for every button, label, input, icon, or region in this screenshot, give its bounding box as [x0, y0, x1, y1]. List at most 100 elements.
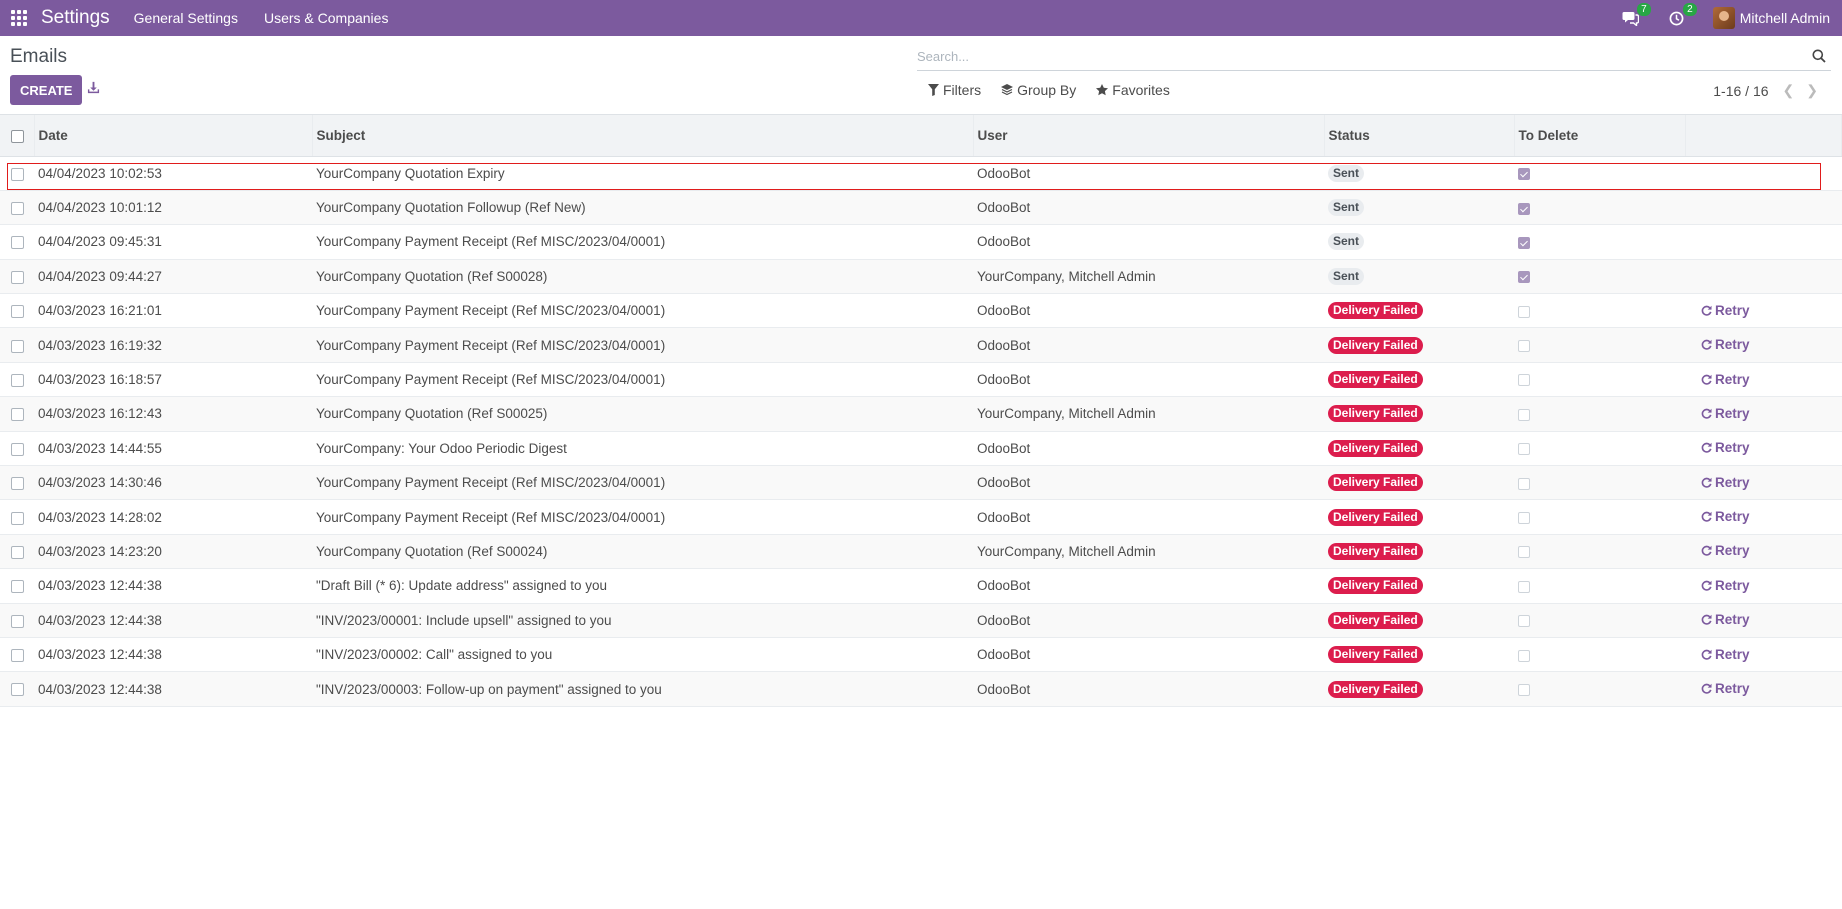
activities-clock-icon[interactable]: 2	[1667, 3, 1697, 28]
row-select-cell	[0, 362, 34, 396]
search-icon[interactable]	[1812, 49, 1827, 64]
column-status[interactable]: Status	[1324, 115, 1515, 157]
column-to-delete[interactable]: To Delete	[1514, 115, 1686, 157]
row-checkbox[interactable]	[11, 167, 24, 181]
messages-icon[interactable]: 7	[1621, 3, 1651, 28]
user-menu[interactable]: Mitchell Admin	[1712, 7, 1830, 29]
table-row[interactable]: 04/03/2023 16:21:01 YourCompany Payment R…	[0, 293, 1842, 328]
table-row[interactable]: 04/04/2023 09:45:31 YourCompany Payment R…	[0, 224, 1842, 260]
row-date: 04/03/2023 12:44:38	[38, 681, 162, 697]
row-select-cell	[0, 431, 34, 465]
row-checkbox[interactable]	[11, 545, 24, 559]
pager-next-icon[interactable]: ❯	[1806, 82, 1818, 98]
retry-icon	[1701, 408, 1712, 419]
row-checkbox[interactable]	[11, 373, 24, 387]
retry-icon	[1701, 374, 1712, 385]
row-checkbox[interactable]	[11, 649, 24, 663]
table-row[interactable]: 04/04/2023 10:02:53 YourCompany Quotation…	[0, 156, 1842, 191]
column-user[interactable]: User	[973, 115, 1325, 157]
retry-button[interactable]: Retry	[1701, 303, 1750, 318]
table-row[interactable]: 04/03/2023 12:44:38 "Draft Bill (* 6): Up…	[0, 568, 1842, 604]
table-row[interactable]: 04/03/2023 16:19:32 YourCompany Payment R…	[0, 327, 1842, 363]
table-row[interactable]: 04/03/2023 16:12:43 YourCompany Quotation…	[0, 396, 1842, 432]
retry-button[interactable]: Retry	[1701, 406, 1750, 421]
row-checkbox[interactable]	[11, 408, 24, 422]
search-input[interactable]	[917, 44, 1797, 68]
row-checkbox[interactable]	[11, 305, 24, 319]
retry-button[interactable]: Retry	[1701, 647, 1750, 662]
row-action-cell: Retry	[1685, 397, 1842, 431]
row-user: OdooBot	[977, 440, 1031, 456]
column-date[interactable]: Date	[34, 115, 313, 157]
row-checkbox[interactable]	[11, 511, 24, 525]
retry-icon	[1701, 443, 1712, 454]
status-badge: Delivery Failed	[1328, 611, 1423, 629]
table-row[interactable]: 04/03/2023 14:23:20 YourCompany Quotation…	[0, 534, 1842, 569]
group-by-button[interactable]: Group By	[1001, 82, 1076, 98]
filters-button[interactable]: Filters	[928, 82, 981, 98]
table-row[interactable]: 04/03/2023 14:28:02 YourCompany Payment R…	[0, 499, 1842, 535]
row-to-delete-cell	[1514, 328, 1685, 362]
menu-users-companies[interactable]: Users & Companies	[263, 10, 389, 26]
app-title[interactable]: Settings	[41, 7, 110, 28]
favorites-button[interactable]: Favorites	[1096, 82, 1170, 98]
row-checkbox[interactable]	[11, 339, 24, 353]
row-to-delete-cell	[1514, 225, 1685, 259]
retry-button[interactable]: Retry	[1701, 440, 1750, 455]
row-user: OdooBot	[977, 303, 1031, 319]
row-subject: YourCompany Payment Receipt (Ref MISC/20…	[316, 509, 666, 525]
row-subject: "INV/2023/00003: Follow-up on payment" a…	[316, 681, 662, 697]
row-subject: YourCompany Quotation Expiry	[316, 165, 505, 181]
row-action-cell: Retry	[1685, 294, 1842, 328]
apps-menu-icon[interactable]	[11, 10, 27, 26]
row-date: 04/03/2023 12:44:38	[38, 578, 162, 594]
to-delete-checkbox	[1518, 305, 1530, 318]
row-checkbox[interactable]	[11, 236, 24, 250]
row-checkbox[interactable]	[11, 270, 24, 284]
retry-label: Retry	[1715, 405, 1750, 421]
row-checkbox[interactable]	[11, 477, 24, 491]
pager-value[interactable]: 1-16 / 16	[1713, 82, 1769, 99]
table-row[interactable]: 04/03/2023 12:44:38 "INV/2023/00001: Incl…	[0, 603, 1842, 638]
row-checkbox[interactable]	[11, 614, 24, 628]
to-delete-checkbox	[1518, 408, 1530, 421]
row-subject: YourCompany Payment Receipt (Ref MISC/20…	[316, 372, 666, 388]
table-row[interactable]: 04/04/2023 10:01:12 YourCompany Quotation…	[0, 190, 1842, 225]
pager-previous-icon[interactable]: ❮	[1782, 82, 1795, 98]
table-row[interactable]: 04/03/2023 12:44:38 "INV/2023/00003: Foll…	[0, 671, 1842, 707]
row-checkbox[interactable]	[11, 442, 24, 456]
to-delete-checkbox	[1518, 374, 1530, 387]
column-subject[interactable]: Subject	[312, 115, 974, 157]
table-row[interactable]: 04/04/2023 09:44:27 YourCompany Quotation…	[0, 259, 1842, 294]
retry-icon	[1701, 683, 1712, 694]
table-row[interactable]: 04/03/2023 14:30:46 YourCompany Payment R…	[0, 465, 1842, 500]
table-row[interactable]: 04/03/2023 16:18:57 YourCompany Payment R…	[0, 362, 1842, 397]
row-checkbox[interactable]	[11, 683, 24, 697]
row-checkbox[interactable]	[11, 580, 24, 594]
download-icon[interactable]	[87, 81, 101, 95]
row-date: 04/04/2023 09:45:31	[38, 234, 162, 250]
row-status-cell: Delivery Failed	[1324, 672, 1514, 706]
select-all-checkbox[interactable]	[11, 129, 24, 143]
retry-button[interactable]: Retry	[1701, 509, 1750, 524]
row-checkbox[interactable]	[11, 202, 24, 216]
retry-button[interactable]: Retry	[1701, 578, 1750, 593]
row-action-cell: Retry	[1685, 637, 1842, 671]
row-select-cell	[0, 328, 34, 362]
row-date: 04/03/2023 16:18:57	[38, 372, 162, 388]
retry-button[interactable]: Retry	[1701, 612, 1750, 627]
retry-button[interactable]: Retry	[1701, 337, 1750, 352]
status-badge: Sent	[1328, 164, 1365, 182]
create-button[interactable]: CREATE	[10, 75, 83, 105]
retry-button[interactable]: Retry	[1701, 543, 1750, 558]
retry-button[interactable]: Retry	[1701, 372, 1750, 387]
search-bar	[917, 44, 1831, 71]
menu-general-settings[interactable]: General Settings	[133, 10, 238, 26]
table-row[interactable]: 04/03/2023 14:44:55 YourCompany: Your Odo…	[0, 431, 1842, 466]
retry-button[interactable]: Retry	[1701, 681, 1750, 696]
table-row[interactable]: 04/03/2023 12:44:38 "INV/2023/00002: Call…	[0, 637, 1842, 672]
row-select-cell	[0, 397, 34, 431]
group-by-label: Group By	[1017, 82, 1077, 98]
retry-label: Retry	[1715, 681, 1750, 697]
retry-button[interactable]: Retry	[1701, 475, 1750, 490]
